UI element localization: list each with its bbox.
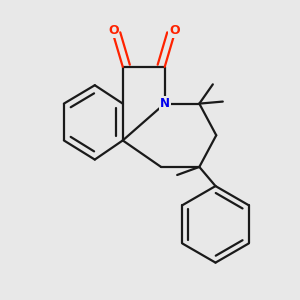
Text: O: O — [169, 24, 180, 37]
Text: O: O — [108, 24, 119, 37]
Text: N: N — [160, 97, 170, 110]
